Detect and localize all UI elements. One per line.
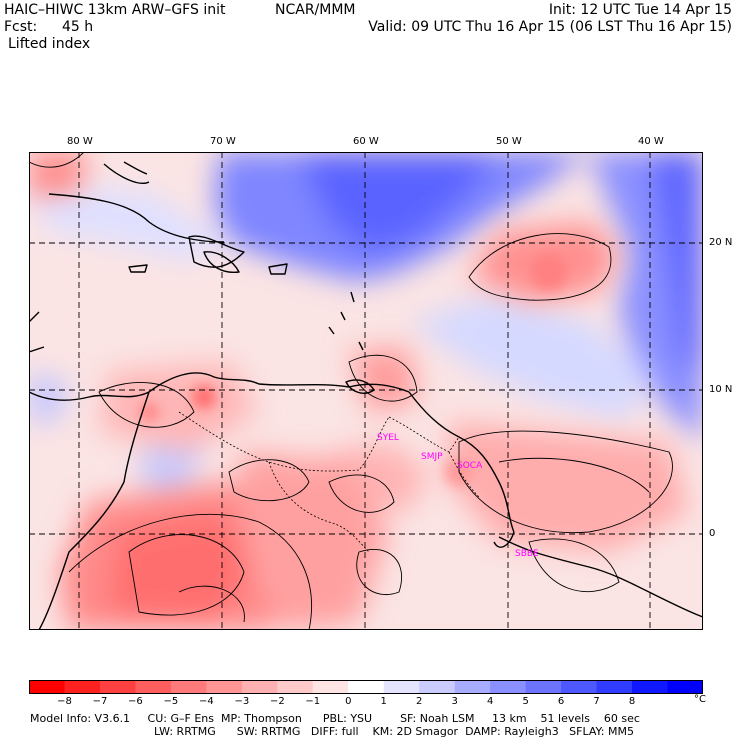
station-labels: SYEL SMJP SOCA SBBE: [377, 433, 539, 559]
colorbar-bin: [596, 680, 633, 694]
colorbar-tick-label: −4: [198, 696, 214, 707]
lat-label-20n: 20 N: [709, 237, 733, 248]
colorbar-bin: [490, 680, 527, 694]
colorbar-bin: [170, 680, 207, 694]
valid-time: Valid: 09 UTC Thu 16 Apr 15 (06 LST Thu …: [368, 19, 732, 35]
colorbar-bin: [312, 680, 349, 694]
colorbar-tick-label: −5: [163, 696, 179, 707]
colorbar-bin: [348, 680, 385, 694]
colorbar-tick-label: 3: [451, 696, 458, 707]
lon-label-40w: 40 W: [638, 136, 664, 147]
forecast-hour: 45 h: [62, 19, 94, 35]
model-info-line2: LW: RRTMG SW: RRTMG DIFF: full KM: 2D Sm…: [154, 725, 634, 738]
lat-label-10n: 10 N: [709, 384, 733, 395]
colorbar-tick-label: 5: [522, 696, 529, 707]
forecast-label: Fcst:: [4, 19, 38, 35]
colorbar-tick-label: 4: [486, 696, 494, 707]
colorbar-tick-label: −8: [57, 696, 72, 707]
colorbar-tick-label: 0: [345, 696, 352, 707]
model-info-line1: Model Info: V3.6.1 CU: G–F Ens MP: Thomp…: [30, 712, 640, 725]
colorbar-bin: [561, 680, 598, 694]
colorbar: [29, 680, 703, 694]
colorbar-bin: [277, 680, 314, 694]
colorbar-tick-label: −1: [305, 696, 321, 707]
colorbar-tick-label: 1: [380, 696, 387, 707]
station-sbbe: SBBE: [515, 549, 539, 559]
map-frame: [29, 152, 703, 630]
lon-label-50w: 50 W: [496, 136, 522, 147]
colorbar-bin: [99, 680, 136, 694]
colorbar-tick-label: 6: [557, 696, 565, 707]
graticule: [29, 152, 703, 630]
title-center: NCAR/MMM: [275, 2, 356, 18]
lat-label-0: 0: [709, 528, 716, 539]
colorbar-bin: [525, 680, 562, 694]
colorbar-tick-label: −7: [92, 696, 108, 707]
colorbar-tick-label: 7: [593, 696, 600, 707]
colorbar-bin: [454, 680, 491, 694]
field-name: Lifted index: [8, 36, 91, 52]
colorbar-frame: [29, 680, 703, 694]
station-syel: SYEL: [377, 433, 399, 443]
lon-label-70w: 70 W: [210, 136, 236, 147]
colorbar-tick-label: −3: [234, 696, 250, 707]
lon-label-80w: 80 W: [67, 136, 93, 147]
lon-label-60w: 60 W: [353, 136, 379, 147]
init-time: Init: 12 UTC Tue 14 Apr 15: [548, 2, 732, 18]
colorbar-bin: [135, 680, 172, 694]
colorbar-tick-label: 2: [416, 696, 423, 707]
colorbar-bin: [64, 680, 101, 694]
colorbar-bin: [632, 680, 669, 694]
colorbar-ticks: −8 −7 −6 −5 −4 −3 −2 −1 0 1 2 3 4 5 6 7 8: [29, 696, 703, 708]
colorbar-bin: [206, 680, 243, 694]
station-soca: SOCA: [457, 461, 483, 471]
colorbar-bin: [667, 680, 703, 694]
colorbar-tick-label: −2: [269, 696, 285, 707]
colorbar-bin: [419, 680, 456, 694]
colorbar-tick-label: −6: [128, 696, 143, 707]
colorbar-bin: [29, 680, 65, 694]
contour-lines: [29, 152, 673, 630]
colorbar-unit: °C: [694, 694, 706, 705]
colorbar-bin: [241, 680, 278, 694]
colorbar-tick-label: 8: [628, 696, 636, 707]
country-borders: [178, 411, 480, 553]
coastlines: [29, 161, 703, 630]
station-smjp: SMJP: [421, 452, 443, 462]
title-left: HAIC–HIWC 13km ARW–GFS init: [4, 2, 226, 18]
colorbar-bin: [383, 680, 420, 694]
lifted-index-map: SYEL SMJP SOCA SBBE: [29, 152, 703, 630]
